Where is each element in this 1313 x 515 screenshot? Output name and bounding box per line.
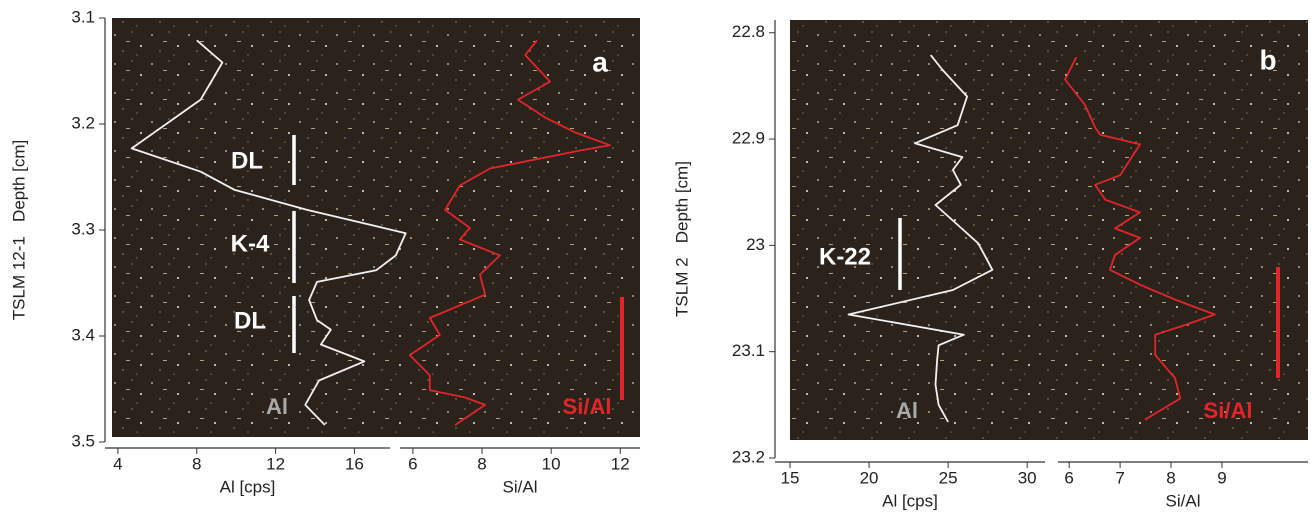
y-tick-label: 23 [746, 235, 765, 254]
x-tick-label: 6 [1064, 468, 1073, 487]
y-tick-label: 23.2 [732, 447, 765, 466]
y-tick-label: 23.1 [732, 341, 765, 360]
y-tick-label: 3.4 [71, 325, 95, 344]
y-axis-label: TSLM 2 Depth [cm] [672, 161, 691, 317]
panel-label: b [1259, 44, 1276, 75]
series-label: Al [896, 398, 918, 423]
y-tick-label: 22.8 [732, 22, 765, 41]
x-tick-label: 8 [1166, 468, 1175, 487]
y-axis-label: TSLM 12-1 Depth [cm] [9, 140, 28, 320]
x-tick-label: 9 [1217, 468, 1226, 487]
y-tick-label: 3.3 [71, 219, 95, 238]
x-tick-label: 6 [408, 454, 417, 473]
x-tick-label: 15 [781, 468, 800, 487]
x-tick-label: 8 [192, 454, 201, 473]
x-tick-label: 30 [1018, 468, 1037, 487]
layer-annotation: DL [234, 307, 266, 334]
x-tick-label: 20 [860, 468, 879, 487]
x-tick-label: 4 [113, 454, 122, 473]
x-tick-label: 8 [477, 454, 486, 473]
x-axis-label: Al [cps] [220, 477, 276, 496]
figure: 3.1 3.2 3.3 3.4 3.5 TSLM 12-1 Depth [cm] 4 8 12 1… [0, 0, 1313, 515]
x-tick-label: 25 [939, 468, 958, 487]
y-tick-label: 22.9 [732, 129, 765, 148]
x-axis-label: Si/Al [1166, 491, 1201, 510]
x-axis-label: Al [cps] [882, 491, 938, 510]
layer-annotation: DL [231, 147, 263, 174]
x-tick-label: 16 [345, 454, 364, 473]
y-tick-label: 3.1 [71, 7, 95, 26]
x-axis-label: Si/Al [503, 477, 538, 496]
panel-label: a [592, 46, 608, 77]
y-tick-label: 3.2 [71, 113, 95, 132]
layer-annotation: K-4 [231, 230, 270, 257]
thin-section-image [112, 18, 640, 437]
x-tick-label: 7 [1115, 468, 1124, 487]
thin-section-image [790, 20, 1308, 440]
series-label: Al [266, 394, 288, 419]
series-label: Si/Al [563, 394, 612, 419]
x-tick-label: 12 [611, 454, 630, 473]
layer-annotation: K-22 [819, 243, 871, 270]
series-label: Si/Al [1204, 398, 1253, 423]
x-tick-label: 10 [542, 454, 561, 473]
x-tick-label: 12 [266, 454, 285, 473]
y-tick-label: 3.5 [71, 431, 95, 450]
